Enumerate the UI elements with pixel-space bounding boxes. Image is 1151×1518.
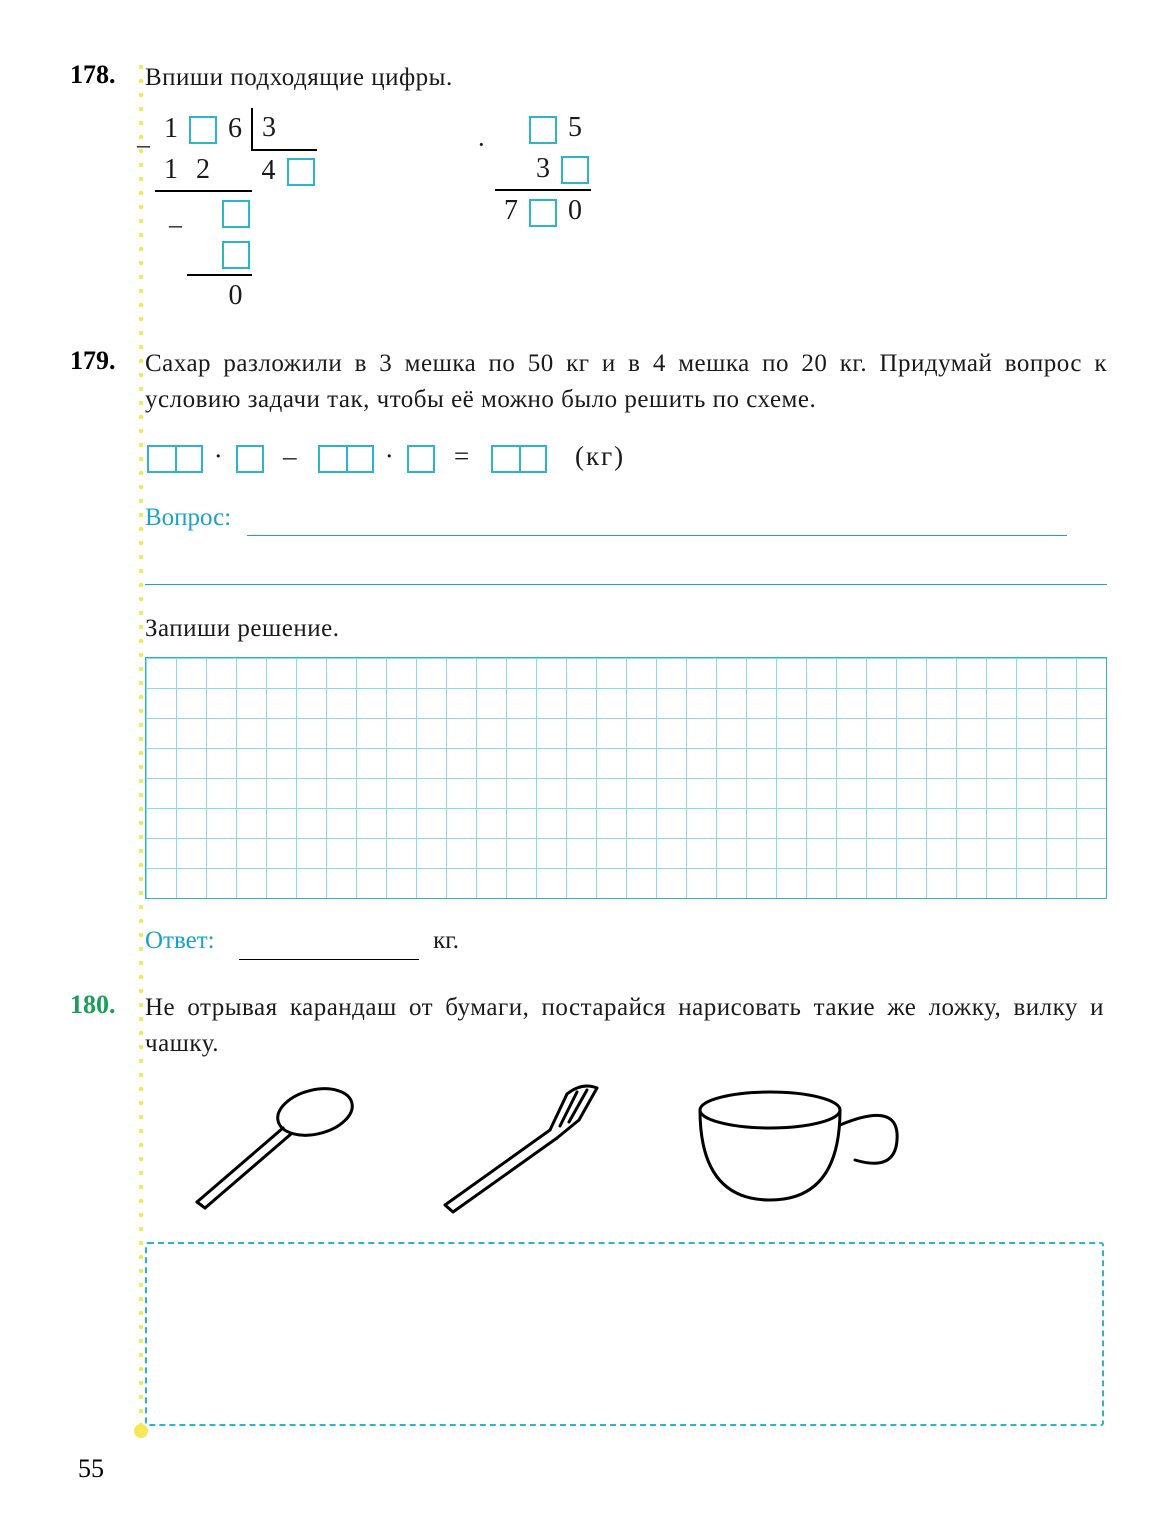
operator: · xyxy=(214,441,225,471)
digit: 5 xyxy=(559,108,591,149)
exercise-number: 178. xyxy=(70,60,145,316)
drawings-row xyxy=(175,1080,1104,1220)
cup-icon xyxy=(675,1080,915,1220)
blank-box[interactable] xyxy=(559,149,591,191)
sub-prompt: Запиши решение. xyxy=(145,611,1107,647)
operator: · xyxy=(385,441,396,471)
minus-sign: – xyxy=(169,206,182,244)
exercise-body: Сахар разложили в 3 мешка по 50 кг и в 4… xyxy=(145,346,1107,959)
digit: 7 xyxy=(495,190,527,232)
answer-row: Ответ: кг. xyxy=(145,923,1107,959)
blank-box[interactable] xyxy=(219,233,252,275)
blank-box[interactable] xyxy=(285,150,317,192)
digit: 3 xyxy=(252,108,285,150)
calc-table: 5 3 7 0 xyxy=(495,108,591,232)
blank-box[interactable] xyxy=(527,190,559,232)
equation-schema: · – · = (кг) xyxy=(145,437,1107,476)
prompt-text: Впиши подходящие цифры. xyxy=(145,60,1091,96)
division-calc: – – 1 6 3 1 2 xyxy=(155,108,355,316)
answer-grid[interactable] xyxy=(145,657,1107,899)
problem-text: Не отрывая карандаш от бумаги, постарайс… xyxy=(145,990,1104,1063)
operator: – xyxy=(283,441,299,471)
question-label: Вопрос: xyxy=(145,500,231,536)
dotted-margin-line xyxy=(138,60,144,1430)
exercise-body: Не отрывая карандаш от бумаги, постарайс… xyxy=(145,990,1104,1427)
page-number: 55 xyxy=(78,1454,104,1484)
answer-label: Ответ: xyxy=(145,923,215,959)
workbook-page: 178. Впиши подходящие цифры. – – 1 6 3 xyxy=(0,0,1151,1518)
digit: 3 xyxy=(527,149,559,191)
blank-box[interactable] xyxy=(318,445,374,473)
question-row: Вопрос: xyxy=(145,500,1107,536)
problem-text: Сахар разложили в 3 мешка по 50 кг и в 4… xyxy=(145,346,1107,419)
blank-box[interactable] xyxy=(187,108,219,150)
spoon-icon xyxy=(175,1080,365,1220)
digit: 2 xyxy=(187,150,219,192)
digit: 1 xyxy=(155,108,187,150)
fork-icon xyxy=(425,1080,615,1220)
exercise-body: Впиши подходящие цифры. – – 1 6 3 xyxy=(145,60,1091,316)
digit: 6 xyxy=(219,108,252,150)
digit: 4 xyxy=(252,150,285,192)
calculations-area: – – 1 6 3 1 2 xyxy=(155,108,1091,316)
exercise-179: 179. Сахар разложили в 3 мешка по 50 кг … xyxy=(70,346,1091,959)
unit-label: (кг) xyxy=(575,441,625,471)
multiply-sign: · xyxy=(477,126,486,164)
digit: 0 xyxy=(559,190,591,232)
write-line[interactable] xyxy=(145,554,1107,585)
margin-end-dot xyxy=(134,1424,148,1438)
blank-box[interactable] xyxy=(527,108,559,149)
blank-box[interactable] xyxy=(219,191,252,233)
digit: 1 xyxy=(155,150,187,192)
multiply-calc: · 5 3 7 xyxy=(495,108,635,316)
equals: = xyxy=(454,441,471,471)
exercise-180: 180. Не отрывая карандаш от бумаги, пост… xyxy=(70,990,1091,1427)
exercise-number: 179. xyxy=(70,346,145,959)
minus-sign: – xyxy=(137,126,150,164)
blank-box[interactable] xyxy=(491,445,547,473)
drawing-area[interactable] xyxy=(145,1242,1104,1426)
blank-box[interactable] xyxy=(236,445,264,473)
exercise-178: 178. Впиши подходящие цифры. – – 1 6 3 xyxy=(70,60,1091,316)
exercise-number: 180. xyxy=(70,990,145,1427)
write-line[interactable] xyxy=(239,937,419,960)
blank-box[interactable] xyxy=(407,445,435,473)
unit-label: кг. xyxy=(433,927,459,954)
write-line[interactable] xyxy=(247,513,1067,536)
digit: 0 xyxy=(219,275,252,317)
blank-box[interactable] xyxy=(147,445,203,473)
